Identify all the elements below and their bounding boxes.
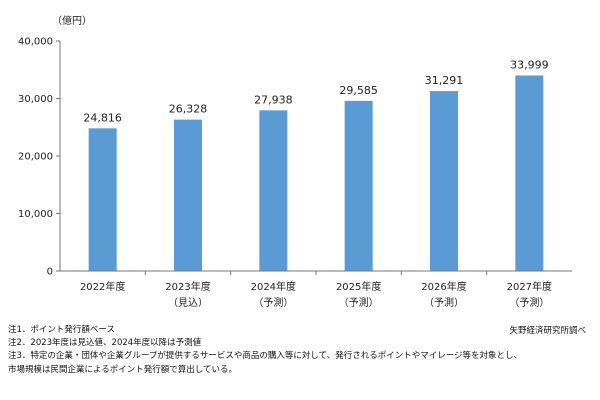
x-tick-label: 2026年度 (421, 280, 466, 293)
y-tick-label: 30,000 (18, 94, 53, 105)
y-axis: 0 10,000 20,000 30,000 40,000 (18, 37, 61, 278)
footnotes: 注1．ポイント発行額ベース 注2．2023年度は見込値、2024年度以降は予測値… (8, 324, 592, 377)
y-axis-unit-label: （億円） (52, 14, 92, 27)
footnote-2: 注2．2023年度は見込値、2024年度以降は予測値 (8, 338, 202, 349)
y-tick-label: 0 (47, 267, 53, 278)
y-tick-label: 40,000 (18, 37, 53, 48)
bar-chart: （億円） 0 10,000 20,000 30,000 40,000 24,816 26,… (18, 14, 572, 309)
bar-value-label: 31,291 (425, 74, 464, 87)
x-tick-sublabel: （予測） (509, 296, 549, 309)
bar (259, 110, 288, 271)
bar-value-label: 29,585 (339, 84, 378, 97)
x-tick-sublabel: （見込） (168, 297, 208, 309)
bar-value-label: 27,938 (254, 93, 293, 106)
bar (88, 128, 117, 271)
y-tick-label: 20,000 (18, 152, 53, 163)
bar-value-label: 26,328 (169, 103, 208, 116)
footnote-3-continued: 市場規模は民間企業によるポイント発行額で算出している。 (8, 364, 237, 375)
footnote-3: 注3．特定の企業・団体や企業グループが提供するサービスや商品の購入等に対して、発… (8, 351, 523, 362)
x-tick-label: 2025年度 (336, 280, 381, 293)
bar-value-label: 24,816 (83, 111, 122, 124)
bar (174, 119, 202, 271)
bars: 24,816 26,328 27,938 29,585 31,291 33,999 (83, 59, 549, 271)
bar-value-label: 33,999 (510, 59, 549, 72)
x-axis: 2022年度 2023年度 （見込） 2024年度 （予測） 2025年度 （予測） 2026… (60, 270, 572, 309)
x-tick-sublabel: （予測） (424, 296, 464, 309)
source-credit: 矢野経済研究所調べ (509, 326, 586, 336)
bar (344, 100, 373, 271)
x-tick-sublabel: （予測） (339, 296, 379, 309)
x-tick-sublabel: （予測） (253, 296, 293, 309)
bar (515, 75, 544, 271)
x-tick-label: 2022年度 (80, 280, 125, 293)
x-tick-label: 2023年度 (165, 280, 210, 293)
y-tick-label: 10,000 (18, 209, 53, 220)
x-tick-label: 2027年度 (507, 280, 552, 293)
bar (430, 91, 458, 271)
x-tick-label: 2024年度 (251, 280, 296, 293)
footnote-1: 注1．ポイント発行額ベース (8, 325, 115, 335)
